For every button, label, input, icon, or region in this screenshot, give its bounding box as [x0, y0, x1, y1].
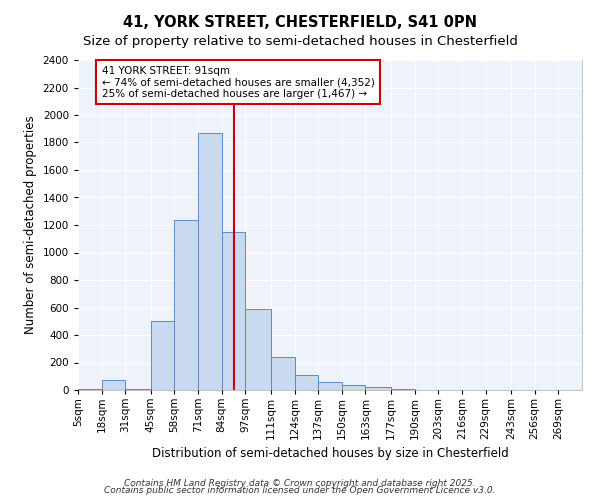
- Bar: [365, 387, 391, 390]
- Bar: [101, 380, 125, 390]
- Bar: [78, 388, 101, 390]
- Text: 41 YORK STREET: 91sqm
← 74% of semi-detached houses are smaller (4,352)
25% of s: 41 YORK STREET: 91sqm ← 74% of semi-deta…: [101, 66, 374, 98]
- Bar: [222, 232, 245, 390]
- Text: 41, YORK STREET, CHESTERFIELD, S41 0PN: 41, YORK STREET, CHESTERFIELD, S41 0PN: [123, 15, 477, 30]
- Bar: [271, 357, 295, 390]
- Bar: [342, 384, 365, 390]
- Text: Contains HM Land Registry data © Crown copyright and database right 2025.: Contains HM Land Registry data © Crown c…: [124, 478, 476, 488]
- Text: Contains public sector information licensed under the Open Government Licence v3: Contains public sector information licen…: [104, 486, 496, 495]
- Bar: [175, 220, 198, 390]
- Bar: [295, 375, 318, 390]
- Bar: [151, 322, 175, 390]
- Bar: [198, 133, 222, 390]
- X-axis label: Distribution of semi-detached houses by size in Chesterfield: Distribution of semi-detached houses by …: [152, 448, 508, 460]
- Text: Size of property relative to semi-detached houses in Chesterfield: Size of property relative to semi-detach…: [83, 35, 517, 48]
- Y-axis label: Number of semi-detached properties: Number of semi-detached properties: [24, 116, 37, 334]
- Bar: [245, 309, 271, 390]
- Bar: [318, 382, 342, 390]
